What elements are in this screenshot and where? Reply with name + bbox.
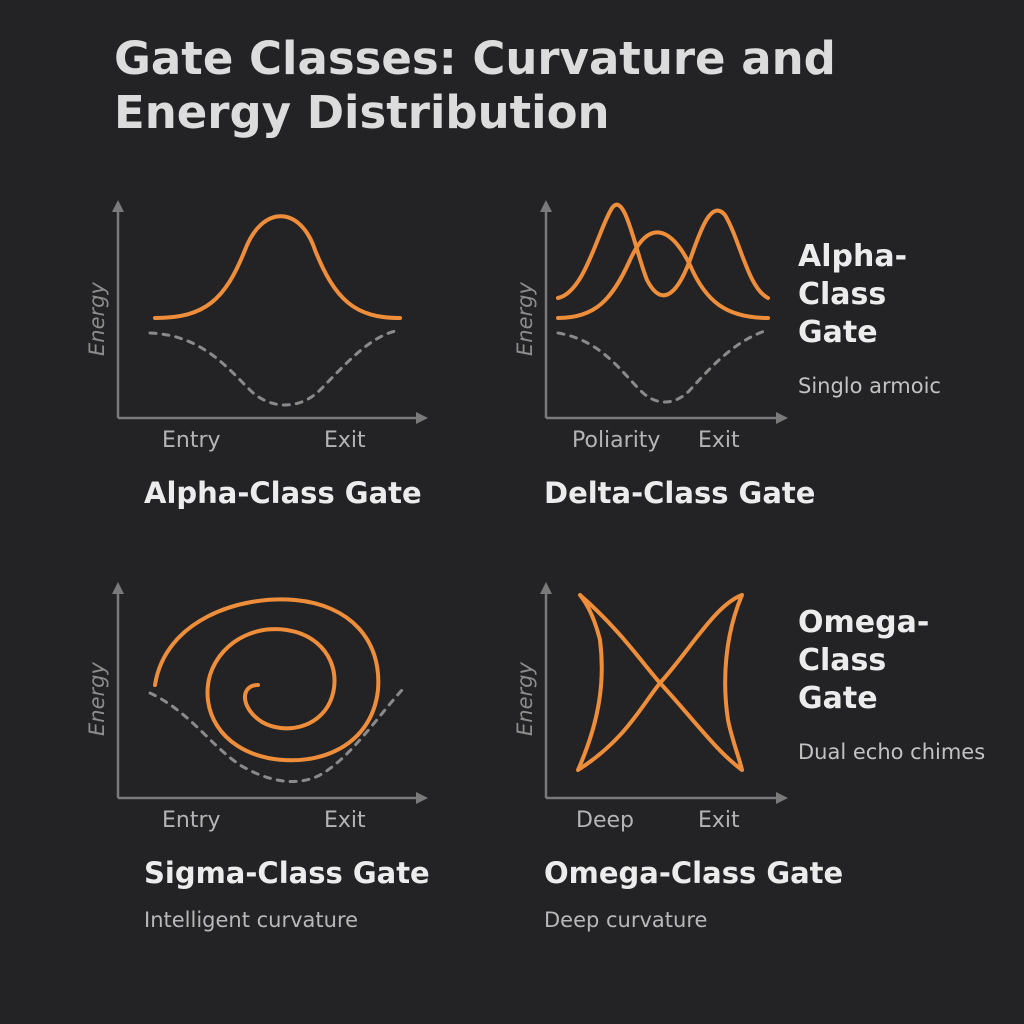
omega-crossing-curve	[576, 593, 744, 772]
title-line-1: Gate Classes: Curvature and	[114, 32, 836, 85]
delta-panel: Energy	[513, 200, 788, 424]
sigma-y-label: Energy	[85, 662, 109, 736]
delta-tick-poliarity: Poliarity	[572, 428, 661, 453]
alpha-x-arrow	[416, 412, 428, 424]
alpha-gate-name: Alpha-Class Gate	[144, 476, 422, 510]
omega-gate-name: Omega-Class Gate	[544, 856, 844, 890]
delta-curve-a	[556, 202, 770, 300]
side-label-alpha: Alpha- Class Gate	[798, 238, 907, 352]
omega-y-label: Energy	[513, 662, 537, 736]
side-label-alpha-caption: Singlo armoic	[798, 374, 941, 398]
side-label-alpha-line-3: Gate	[798, 315, 878, 350]
sigma-y-arrow	[112, 582, 124, 594]
alpha-tick-exit: Exit	[324, 428, 366, 453]
side-label-omega: Omega- Class Gate	[798, 604, 929, 718]
side-label-alpha-line-2: Class	[798, 277, 887, 312]
alpha-tick-entry: Entry	[162, 428, 221, 453]
side-label-omega-line-2: Class	[798, 643, 887, 678]
alpha-y-arrow	[112, 200, 124, 212]
side-label-omega-line-1: Omega-	[798, 605, 930, 640]
delta-x-arrow	[776, 412, 788, 424]
omega-y-arrow	[540, 582, 552, 594]
side-label-omega-line-3: Gate	[798, 681, 878, 716]
page-title: Gate Classes: Curvature and Energy Distr…	[114, 32, 914, 140]
delta-dashed-curve	[556, 328, 770, 404]
sigma-x-arrow	[416, 792, 428, 804]
alpha-panel: Energy	[85, 200, 428, 424]
delta-y-arrow	[540, 200, 552, 212]
side-label-omega-caption: Dual echo chimes	[798, 740, 986, 764]
title-line-2: Energy Distribution	[114, 86, 610, 139]
delta-tick-exit: Exit	[698, 428, 740, 453]
delta-y-label: Energy	[513, 282, 537, 356]
omega-tick-deep: Deep	[576, 808, 634, 833]
sigma-tick-exit: Exit	[324, 808, 366, 833]
delta-gate-name: Delta-Class Gate	[544, 476, 816, 510]
alpha-y-label: Energy	[85, 282, 109, 356]
sigma-gate-name: Sigma-Class Gate	[144, 856, 430, 890]
omega-panel: Energy	[513, 582, 788, 804]
omega-gate-caption: Deep curvature	[544, 908, 708, 932]
alpha-energy-curve	[153, 214, 402, 320]
sigma-tick-entry: Entry	[162, 808, 221, 833]
sigma-spiral-curve	[153, 597, 381, 763]
alpha-dashed-curve	[148, 328, 402, 407]
omega-x-arrow	[776, 792, 788, 804]
sigma-gate-caption: Intelligent curvature	[144, 908, 359, 932]
sigma-panel: Energy	[85, 582, 428, 804]
omega-tick-exit: Exit	[698, 808, 740, 833]
sigma-dashed-curve	[148, 688, 404, 783]
delta-curve-b	[556, 230, 770, 320]
side-label-alpha-line-1: Alpha-	[798, 239, 908, 274]
